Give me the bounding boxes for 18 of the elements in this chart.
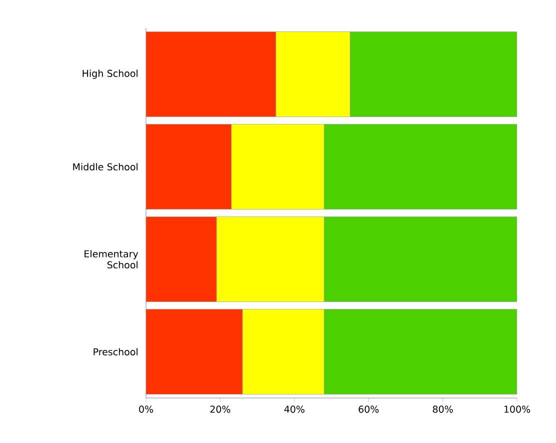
x-tick-label: 40% xyxy=(284,406,304,413)
y-tick-label: Preschool xyxy=(94,348,138,356)
bar xyxy=(324,124,517,210)
x-tick-label: 100% xyxy=(504,406,530,413)
bar xyxy=(324,308,517,394)
bar xyxy=(146,308,243,394)
x-tick-label: 80% xyxy=(432,406,453,413)
bar xyxy=(146,124,232,210)
bar xyxy=(146,32,276,117)
y-tick-label: Middle School xyxy=(73,163,138,170)
bar xyxy=(146,216,217,302)
x-tick-label: 0% xyxy=(139,406,154,413)
bar xyxy=(350,32,517,117)
y-tick-label: High School xyxy=(82,70,138,79)
bar xyxy=(324,216,517,302)
y-tick-label: Elementary School xyxy=(84,250,138,268)
x-tick-label: 60% xyxy=(358,406,379,413)
x-tick-label: 20% xyxy=(210,406,230,413)
